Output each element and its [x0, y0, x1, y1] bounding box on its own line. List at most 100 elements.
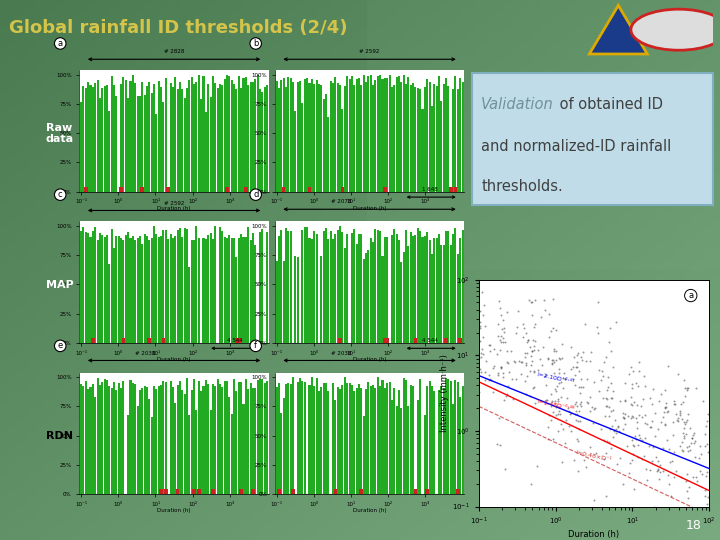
Bar: [354, 229, 355, 343]
Point: [660, 402, 672, 411]
Bar: [297, 237, 299, 343]
Point: [531, 461, 542, 470]
Bar: [412, 235, 414, 343]
Bar: [462, 387, 464, 494]
Bar: [372, 229, 374, 241]
Bar: [146, 387, 148, 494]
Bar: [454, 187, 457, 192]
Bar: [389, 229, 390, 343]
Point: [563, 422, 575, 430]
Point: [626, 393, 637, 402]
Bar: [102, 382, 103, 494]
Text: b: b: [253, 39, 258, 48]
Point: [472, 347, 484, 356]
Text: 18: 18: [686, 519, 702, 532]
Point: [575, 353, 587, 361]
Bar: [237, 338, 240, 343]
Point: [474, 348, 486, 357]
Bar: [306, 227, 308, 343]
Bar: [210, 388, 212, 494]
Bar: [233, 84, 235, 192]
Point: [589, 378, 600, 387]
Bar: [363, 235, 364, 343]
Bar: [184, 83, 186, 98]
Bar: [395, 77, 397, 192]
Point: [577, 383, 588, 391]
Point: [700, 442, 711, 450]
Point: [603, 437, 615, 446]
Bar: [137, 77, 138, 96]
Text: # 2078: # 2078: [331, 199, 351, 205]
Point: [602, 383, 613, 391]
Bar: [204, 83, 207, 192]
Point: [515, 369, 526, 378]
Point: [552, 397, 563, 406]
Point: [549, 368, 560, 377]
Bar: [400, 83, 402, 192]
Bar: [127, 85, 129, 98]
Bar: [215, 83, 216, 192]
Point: [690, 384, 702, 393]
Bar: [130, 380, 132, 494]
Point: [547, 434, 559, 443]
Point: [601, 386, 613, 394]
Point: [626, 400, 637, 408]
Bar: [278, 89, 280, 192]
Bar: [235, 391, 238, 494]
Point: [604, 324, 616, 333]
Bar: [450, 76, 451, 104]
Point: [641, 476, 652, 485]
Bar: [459, 338, 462, 343]
X-axis label: Duration (h): Duration (h): [157, 357, 191, 362]
Point: [513, 306, 524, 315]
Point: [541, 370, 552, 379]
Point: [644, 423, 656, 431]
Bar: [291, 489, 295, 494]
Point: [678, 417, 689, 426]
Bar: [117, 84, 120, 192]
Point: [503, 381, 514, 390]
Point: [559, 374, 571, 383]
Bar: [454, 380, 456, 494]
Point: [700, 422, 711, 431]
Point: [607, 386, 618, 395]
Point: [634, 434, 646, 442]
Point: [649, 431, 661, 440]
Point: [625, 458, 636, 467]
Point: [606, 407, 617, 416]
Point: [574, 389, 585, 397]
Point: [662, 471, 674, 480]
Bar: [127, 85, 129, 192]
Point: [582, 375, 593, 383]
Bar: [132, 75, 134, 192]
Bar: [125, 235, 127, 343]
Bar: [200, 234, 202, 343]
Point: [568, 353, 580, 362]
Point: [546, 359, 558, 368]
Point: [494, 336, 505, 345]
Bar: [176, 89, 179, 192]
Point: [576, 355, 588, 364]
Bar: [160, 236, 162, 343]
Bar: [106, 235, 108, 343]
X-axis label: Duration (h): Duration (h): [157, 206, 191, 211]
Point: [535, 313, 546, 321]
Bar: [438, 389, 440, 494]
Bar: [94, 382, 96, 397]
Point: [639, 382, 651, 390]
Bar: [158, 386, 160, 494]
Point: [577, 347, 589, 356]
Point: [660, 399, 672, 408]
Bar: [395, 385, 397, 406]
Bar: [325, 383, 327, 494]
Point: [528, 368, 540, 377]
Bar: [161, 338, 166, 343]
Point: [688, 439, 699, 448]
Point: [571, 401, 582, 410]
Bar: [302, 381, 303, 494]
Bar: [150, 389, 153, 417]
Point: [626, 380, 638, 388]
Point: [608, 426, 620, 435]
Bar: [186, 229, 188, 343]
Point: [598, 372, 609, 381]
